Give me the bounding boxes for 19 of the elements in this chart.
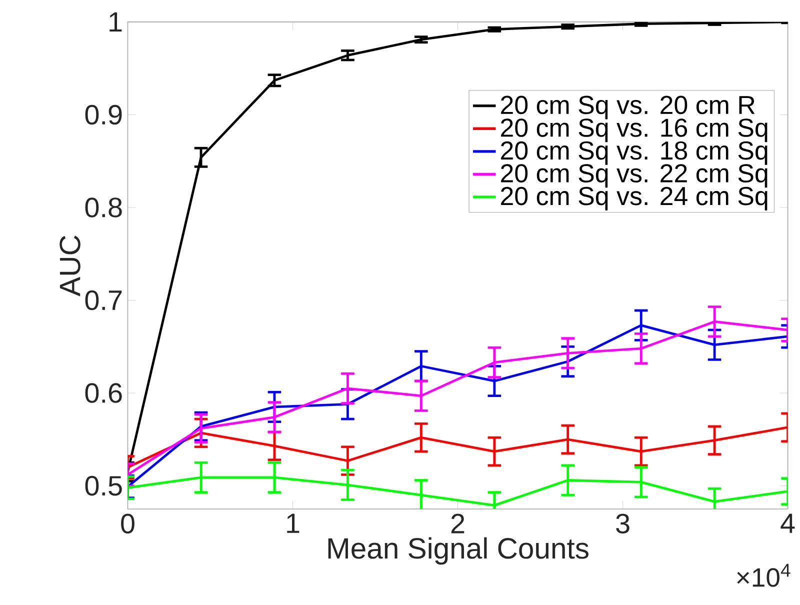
y-tick-label: 0.6 <box>85 383 122 404</box>
text: ×10$^{4}$ <box>737 564 790 588</box>
legend-label: 20 cm Sq vs. 18 cm Sq <box>501 141 768 165</box>
x-tick-label: 0 <box>121 514 134 534</box>
legend-label: 20 cm Sq vs. 24 cm Sq <box>501 186 768 210</box>
legend-label: 20 cm Sq vs. 16 cm Sq <box>501 118 768 142</box>
y-tick-label: 0.9 <box>85 104 122 125</box>
legend-label: 20 cm Sq vs. 20 cm R <box>501 96 755 120</box>
legend-label: 20 cm Sq vs. 22 cm Sq <box>501 164 768 188</box>
y-tick-label: 0.7 <box>85 290 122 310</box>
x-tick-label: 3 <box>616 514 630 534</box>
x-tick-label: 1 <box>287 514 300 534</box>
y-tick-label: 0.8 <box>85 198 122 218</box>
y-tick-label: 0.5 <box>85 476 122 496</box>
x-tick-label: 2 <box>451 514 464 534</box>
x-axis-title: Mean Signal Counts <box>328 537 588 565</box>
x-tick-label: 4 <box>780 514 795 534</box>
y-tick-label: 1 <box>110 12 122 32</box>
y-axis-title: AUC <box>60 236 80 296</box>
